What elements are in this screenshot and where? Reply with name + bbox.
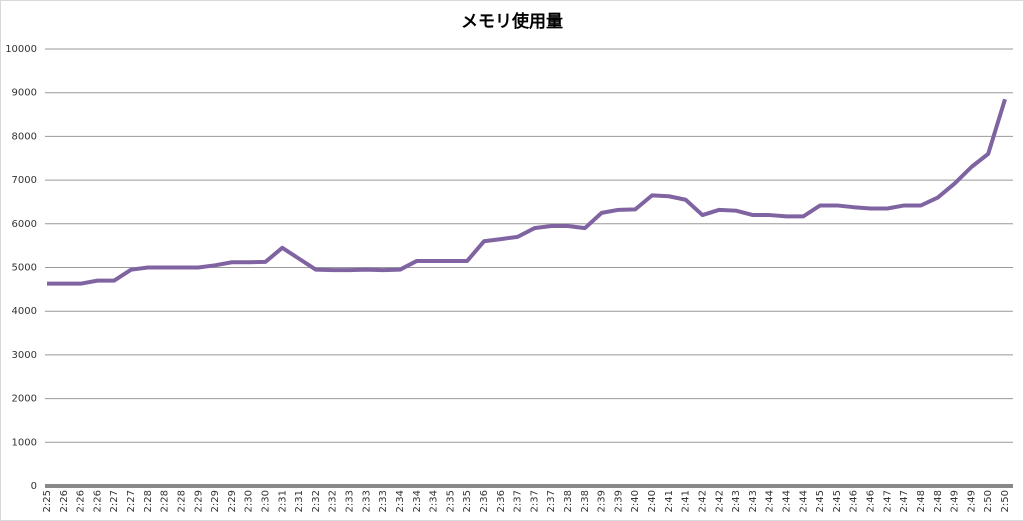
x-tick-label: 2:28 [143,490,154,512]
x-tick-label: 2:36 [479,490,490,512]
x-tick-label: 2:41 [681,490,692,512]
y-tick-label: 2000 [12,394,37,405]
x-tick-label: 2:46 [849,490,860,512]
x-tick-label: 2:36 [496,490,507,512]
x-tick-label: 2:30 [244,490,255,512]
x-tick-label: 2:35 [462,490,473,512]
x-tick-label: 2:27 [109,490,120,512]
x-tick-label: 2:34 [429,490,440,512]
x-tick-label: 2:49 [950,490,961,512]
y-tick-label: 4000 [12,306,37,317]
x-tick-label: 2:41 [664,490,675,512]
x-tick-label: 2:47 [882,490,893,512]
x-tick-label: 2:44 [798,490,809,512]
y-tick-label: 7000 [12,175,37,186]
y-tick-label: 3000 [12,350,37,361]
x-tick-label: 2:50 [983,490,994,512]
x-tick-label: 2:29 [227,490,238,512]
x-tick-label: 2:34 [412,490,423,512]
x-tick-label: 2:26 [59,490,70,512]
x-tick-label: 2:34 [395,490,406,512]
x-tick-label: 2:29 [193,490,204,512]
x-tick-label: 2:44 [782,490,793,512]
x-tick-label: 2:44 [765,490,776,512]
x-tick-label: 2:26 [76,490,87,512]
line-series [47,98,1007,286]
x-tick-label: 2:27 [126,490,137,512]
x-tick-label: 2:31 [294,490,305,512]
x-tick-label: 2:32 [311,490,322,512]
x-tick-label: 2:48 [933,490,944,512]
x-tick-label: 2:28 [160,490,171,512]
y-tick-label: 0 [31,481,37,492]
y-tick-label: 10000 [5,44,37,55]
x-tick-label: 2:37 [513,490,524,512]
x-tick-label: 2:43 [748,490,759,512]
x-tick-label: 2:37 [529,490,540,512]
x-tick-label: 2:43 [731,490,742,512]
chart-title: メモリ使用量 [461,11,563,32]
x-tick-label: 2:26 [92,490,103,512]
x-tick-label: 2:29 [210,490,221,512]
x-tick-label: 2:49 [966,490,977,512]
y-tick-label: 8000 [12,131,37,142]
x-tick-label: 2:39 [597,490,608,512]
x-tick-label: 2:50 [1000,490,1011,512]
x-tick-label: 2:45 [815,490,826,512]
x-tick-label: 2:39 [613,490,624,512]
x-tick-label: 2:30 [260,490,271,512]
y-tick-label: 1000 [12,437,37,448]
x-tick-label: 2:33 [345,490,356,512]
x-tick-label: 2:40 [647,490,658,512]
x-tick-label: 2:45 [832,490,843,512]
x-tick-label: 2:38 [580,490,591,512]
x-tick-label: 2:42 [714,490,725,512]
y-tick-label: 9000 [12,88,37,99]
x-tick-label: 2:32 [328,490,339,512]
x-tick-label: 2:33 [378,490,389,512]
x-tick-label: 2:35 [445,490,456,512]
x-tick-label: 2:28 [176,490,187,512]
y-tick-label: 5000 [12,263,37,274]
x-tick-label: 2:48 [916,490,927,512]
y-tick-label: 6000 [12,219,37,230]
x-tick-label: 2:38 [563,490,574,512]
x-tick-label: 2:31 [277,490,288,512]
x-tick-label: 2:46 [866,490,877,512]
x-tick-label: 2:47 [899,490,910,512]
x-tick-label: 2:40 [630,490,641,512]
x-tick-label: 2:42 [697,490,708,512]
x-tick-label: 2:37 [546,490,557,512]
x-tick-label: 2:33 [361,490,372,512]
x-tick-label: 2:25 [42,490,53,512]
